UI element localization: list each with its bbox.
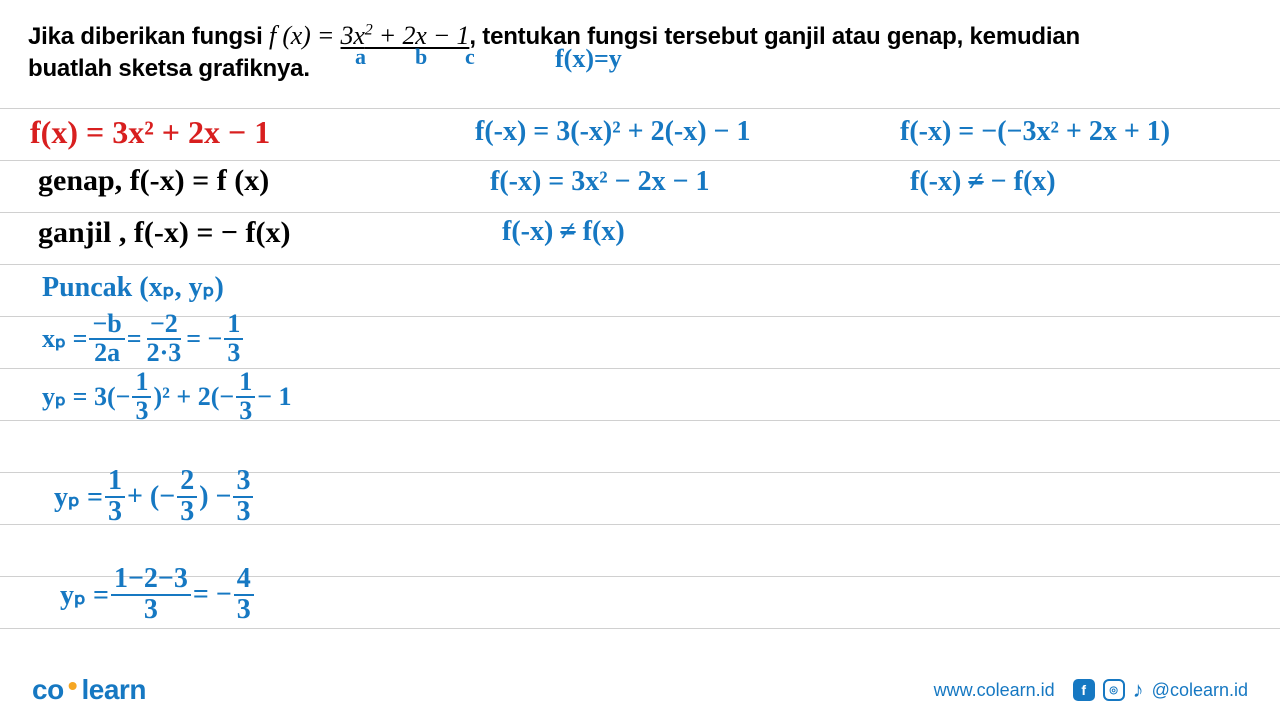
colearn-logo: co • learn: [32, 674, 146, 706]
work-l5: xₚ = −b2a = −22·3 = − 13: [42, 312, 245, 365]
facebook-icon: f: [1073, 679, 1095, 701]
annot-a: a: [355, 44, 366, 70]
annot-fxy: f(x)=y: [555, 44, 622, 74]
work-m2: f(-x) = 3x² − 2x − 1: [490, 166, 710, 198]
social-handle: @colearn.id: [1152, 680, 1248, 701]
problem-statement: Jika diberikan fungsi f (x) = 3x2 + 2x −…: [28, 18, 1252, 86]
content-area: Jika diberikan fungsi f (x) = 3x2 + 2x −…: [0, 0, 1280, 104]
logo-co: co: [32, 674, 64, 706]
annot-b: b: [415, 44, 427, 70]
problem-text-pre: Jika diberikan fungsi: [28, 23, 269, 50]
social-group: f ◎ ♪ @colearn.id: [1073, 677, 1248, 703]
work-r2: f(-x) ≠ − f(x): [910, 166, 1056, 198]
work-l8: yₚ = 1−2−33 = − 43: [60, 566, 256, 623]
work-l2: genap, f(-x) = f (x): [38, 164, 269, 198]
annot-c: c: [465, 44, 475, 70]
problem-line2: buatlah sketsa grafiknya.: [28, 55, 310, 82]
work-l6: yₚ = 3(− 13 )² + 2(− 13 − 1: [42, 370, 292, 423]
footer-right: www.colearn.id f ◎ ♪ @colearn.id: [934, 677, 1248, 703]
problem-fx: f (x) =: [269, 21, 341, 50]
work-l1: f(x) = 3x² + 2x − 1: [30, 114, 270, 151]
work-l7: yₚ = 13 + (− 23 ) − 33: [54, 468, 255, 525]
instagram-icon: ◎: [1103, 679, 1125, 701]
work-m1: f(-x) = 3(-x)² + 2(-x) − 1: [475, 116, 751, 148]
logo-learn: learn: [82, 674, 146, 706]
footer: co • learn www.colearn.id f ◎ ♪ @colearn…: [0, 660, 1280, 720]
work-r1: f(-x) = −(−3x² + 2x + 1): [900, 116, 1170, 148]
footer-url: www.colearn.id: [934, 680, 1055, 701]
work-l3: ganjil , f(-x) = − f(x): [38, 216, 290, 250]
work-m3: f(-x) ≠ f(x): [502, 216, 625, 248]
tiktok-icon: ♪: [1133, 677, 1144, 703]
work-l4: Puncak (xₚ, yₚ): [42, 270, 224, 304]
